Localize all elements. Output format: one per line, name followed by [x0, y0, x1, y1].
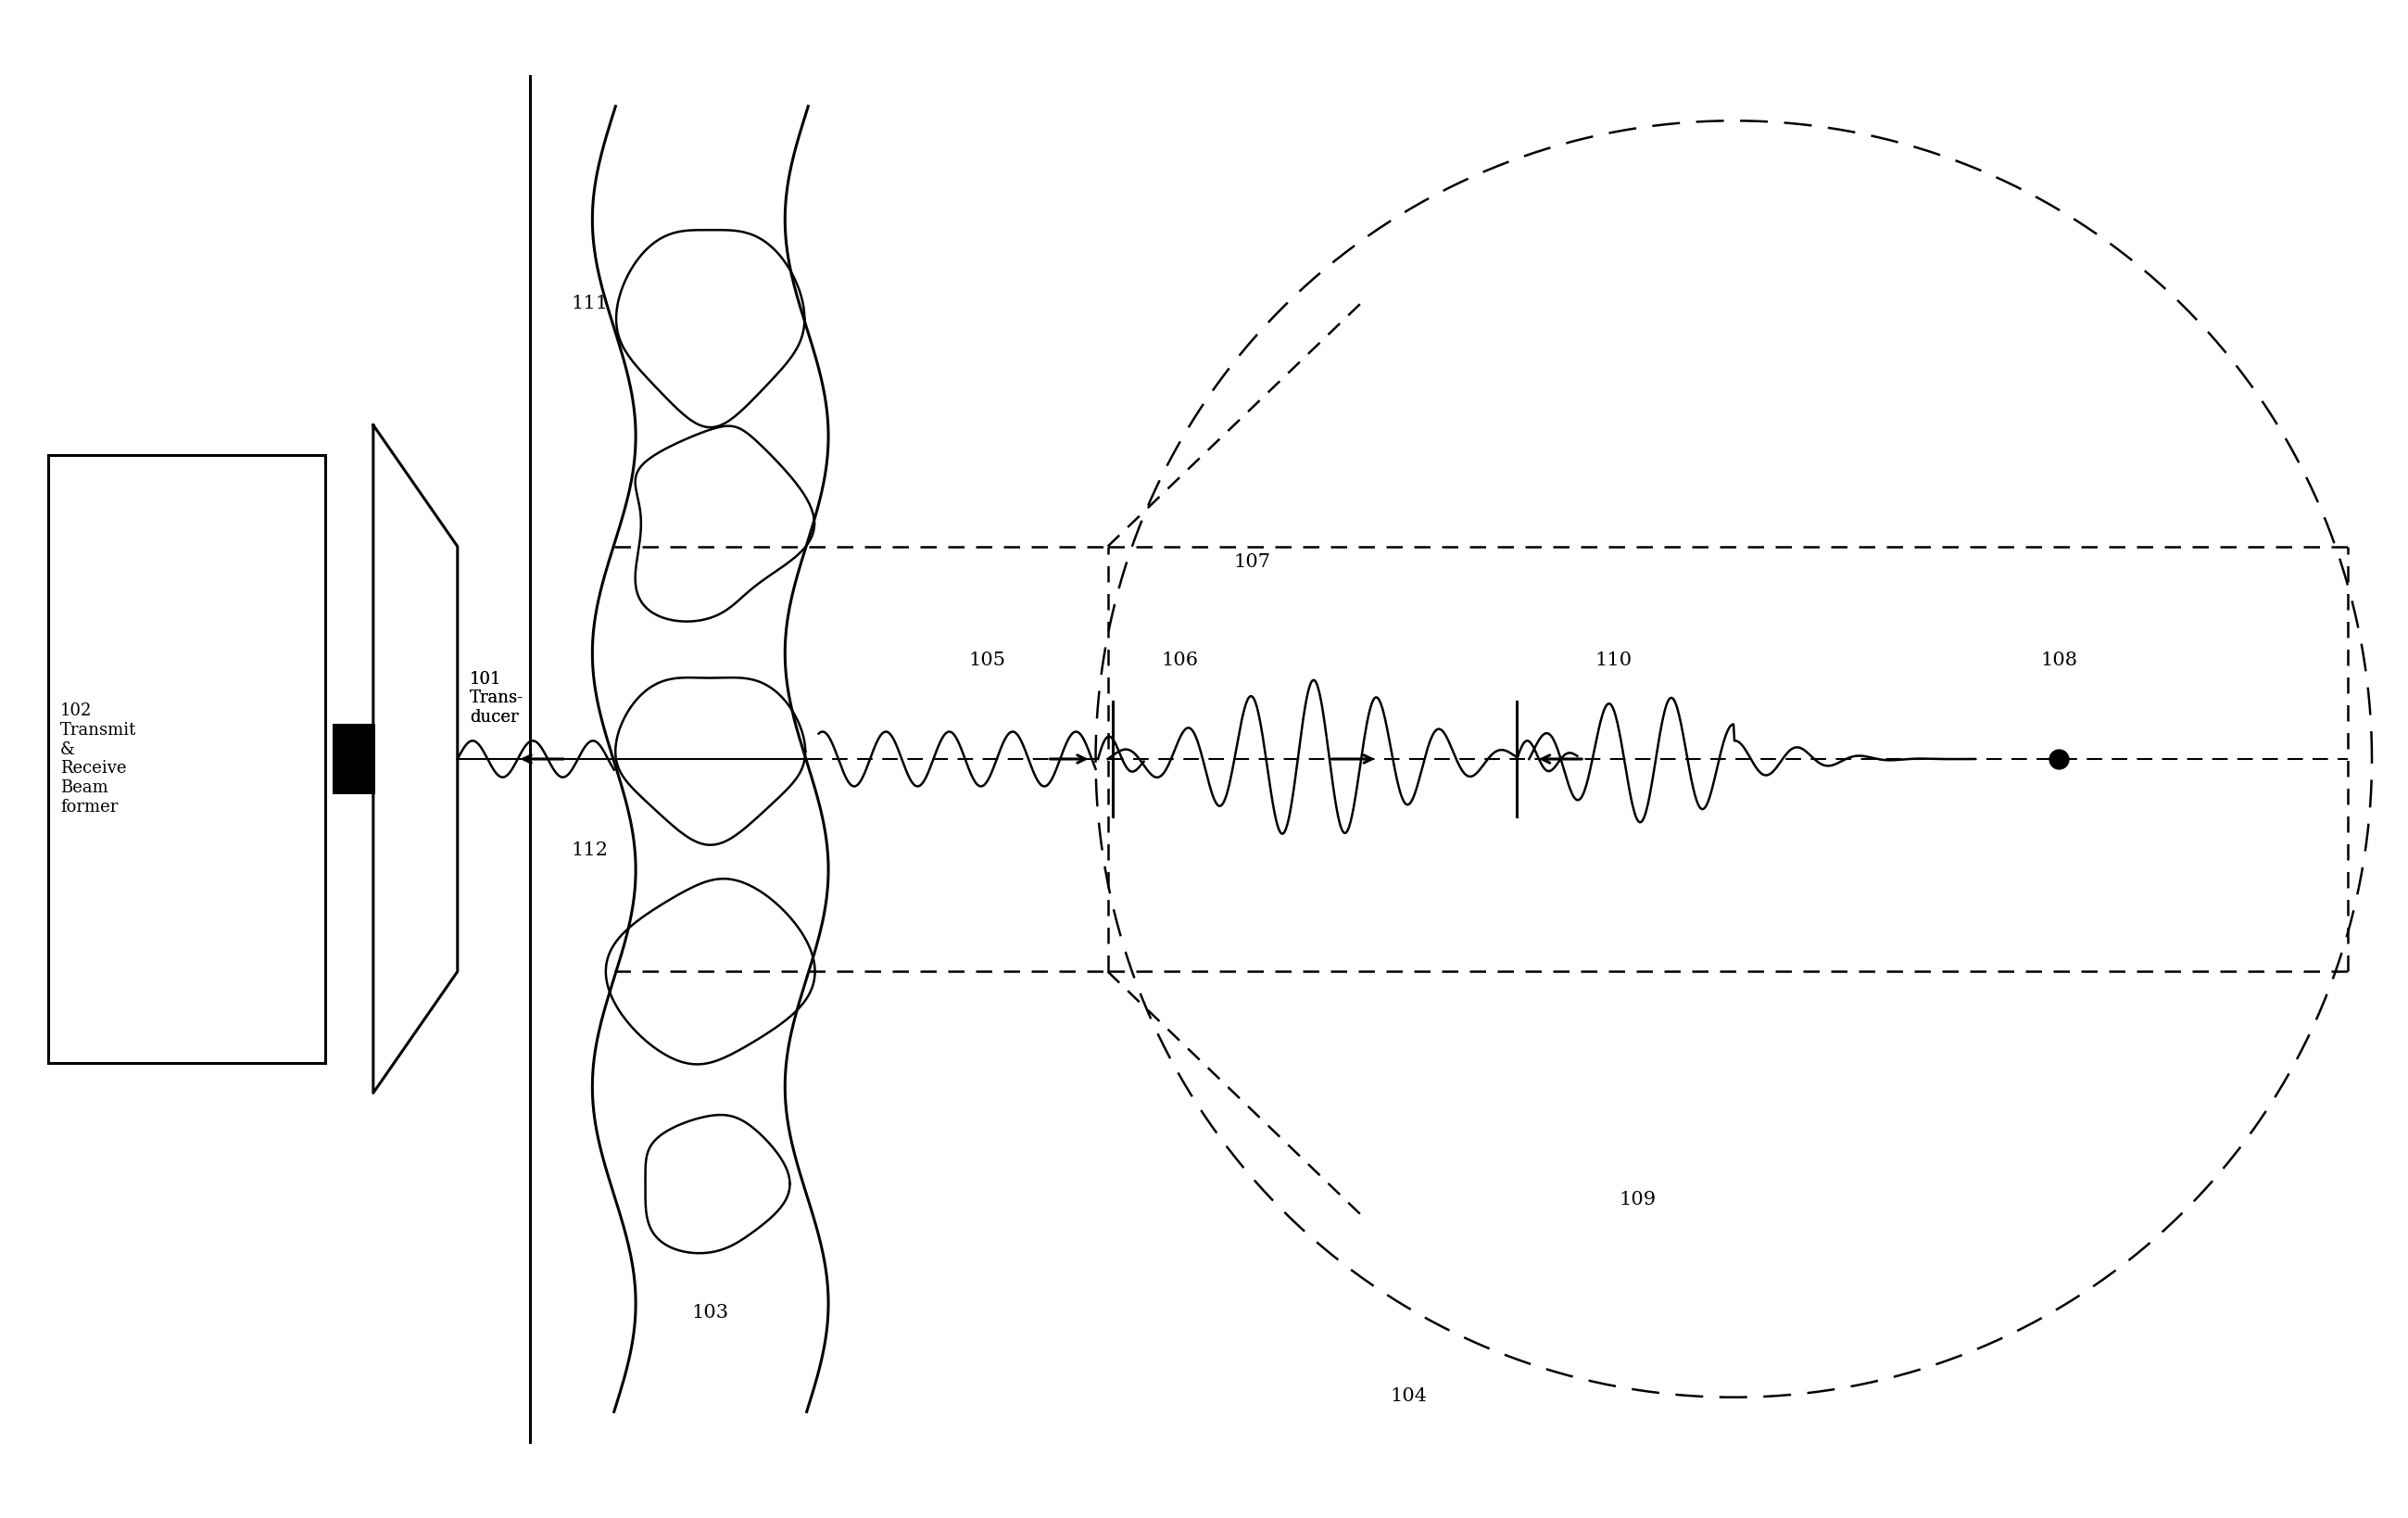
Text: 111: 111: [571, 294, 609, 313]
Text: 101
Trans-
ducer: 101 Trans- ducer: [470, 671, 523, 726]
Text: 106: 106: [1161, 651, 1199, 669]
Bar: [48, 455, 325, 1063]
Text: 103: 103: [691, 1304, 730, 1322]
Text: 102
Transmit
&
Receive
Beam
former: 102 Transmit & Receive Beam former: [60, 703, 137, 815]
Text: 105: 105: [968, 651, 1007, 669]
Text: 104: 104: [1389, 1387, 1428, 1406]
Text: 109: 109: [1618, 1190, 1657, 1208]
Bar: [332, 724, 376, 794]
Text: 107: 107: [1233, 553, 1271, 571]
Text: 108: 108: [2040, 651, 2078, 669]
Text: 110: 110: [1594, 651, 1633, 669]
Text: 112: 112: [571, 841, 609, 859]
Text: 101
Trans-
ducer: 101 Trans- ducer: [470, 671, 523, 726]
